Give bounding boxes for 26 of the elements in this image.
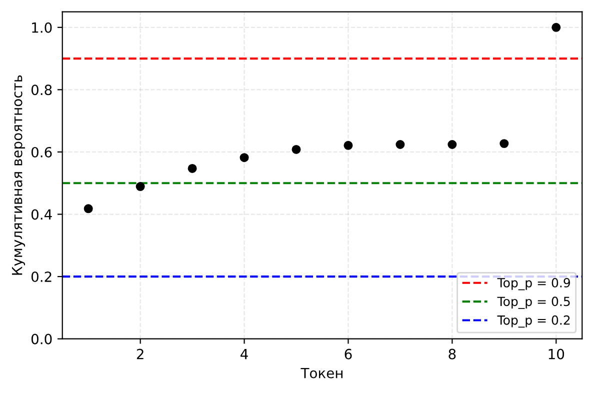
x-tick-label: 6 (344, 348, 352, 360)
point (240, 153, 249, 162)
x-tick-label: 10 (548, 348, 564, 360)
point (344, 140, 353, 150)
legend-label: Top_p = 0.2 (497, 315, 570, 328)
y-tick-label: 0.6 (31, 146, 52, 158)
point (188, 164, 197, 173)
legend-label: Top_p = 0.9 (497, 278, 570, 290)
point (552, 22, 561, 32)
point (500, 139, 509, 148)
y-tick-label: 1.0 (32, 22, 52, 33)
y-tick-label: 0.0 (31, 334, 52, 344)
point (396, 140, 405, 149)
y-tick-label: 0.2 (31, 272, 52, 282)
x-axis-title: Токен (300, 368, 342, 378)
point (448, 140, 457, 149)
legend-label: Top_p = 0.5 (497, 296, 570, 309)
x-tick-label: 2 (136, 348, 144, 360)
point (292, 144, 301, 154)
point (84, 204, 93, 214)
x-tick-label: 4 (240, 348, 248, 360)
y-tick-label: 0.4 (31, 209, 52, 220)
point (136, 182, 145, 192)
y-tick-label: 0.8 (31, 84, 52, 96)
x-tick-label: 8 (448, 348, 456, 360)
y-axis-title: Кумулятивная вероятность (12, 75, 26, 275)
